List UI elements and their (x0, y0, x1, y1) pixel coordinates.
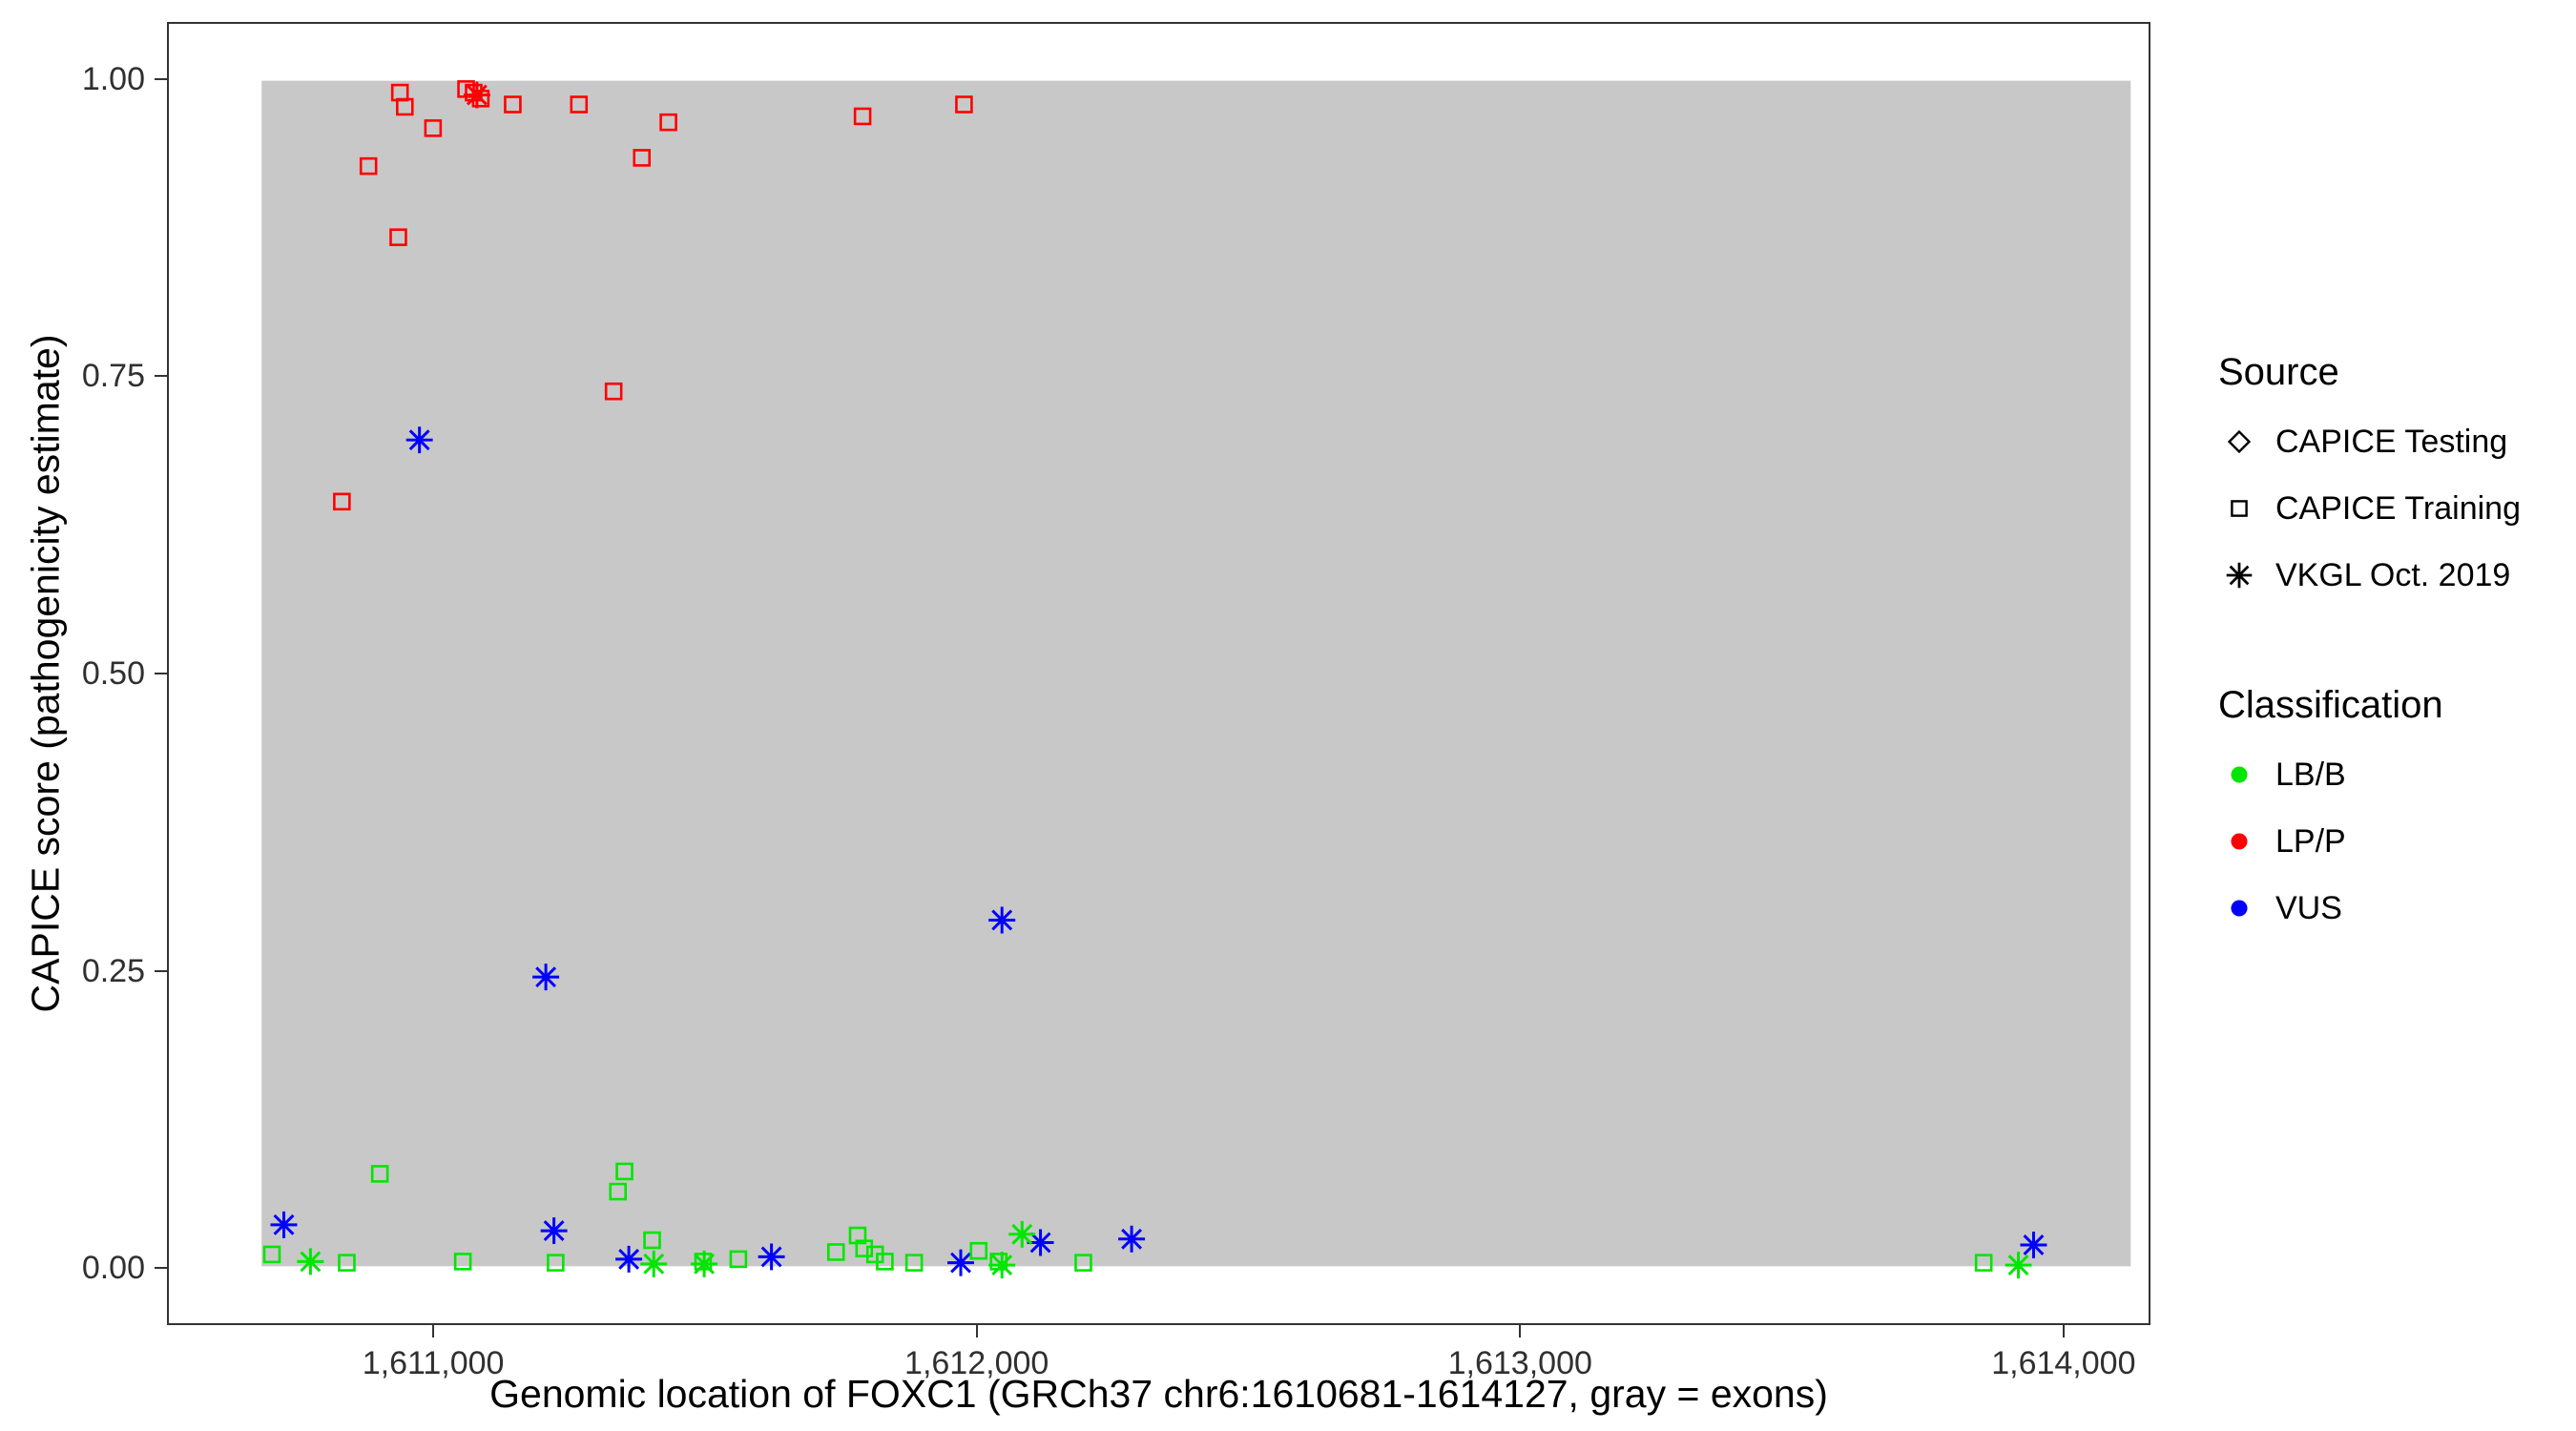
data-point (609, 1182, 627, 1201)
data-point (604, 382, 623, 401)
data-point (904, 1254, 924, 1272)
y-tick-mark (155, 375, 167, 378)
data-point (297, 1248, 324, 1275)
legend: Source CAPICE Testing CAPICE Training VK… (2218, 351, 2562, 1017)
data-point (615, 1162, 634, 1181)
data-point (855, 1239, 874, 1257)
data-point (643, 1231, 661, 1250)
data-point (955, 95, 973, 114)
y-tick-mark (155, 673, 167, 674)
square-icon (2218, 487, 2260, 529)
legend-item-label: CAPICE Testing (2275, 424, 2508, 460)
data-point (405, 426, 433, 454)
x-tick-label: 1,612,000 (904, 1345, 1049, 1381)
data-point (633, 149, 652, 167)
data-point (2005, 1252, 2032, 1279)
legend-item-vus: VUS (2218, 887, 2562, 929)
data-point (270, 1211, 298, 1238)
x-tick-label: 1,614,000 (1991, 1345, 2136, 1381)
data-point (540, 1217, 568, 1245)
data-point (424, 119, 443, 137)
legend-item-capice-testing: CAPICE Testing (2218, 421, 2562, 463)
data-point (988, 906, 1016, 934)
red-dot-icon (2218, 820, 2260, 862)
data-point (396, 97, 414, 116)
data-point (1974, 1254, 1993, 1272)
data-point (453, 1253, 472, 1271)
y-tick-mark (155, 1267, 167, 1270)
data-point (532, 964, 560, 991)
data-point (969, 1241, 988, 1260)
exon-region (261, 80, 2131, 1267)
scatter-plot-canvas (261, 80, 2131, 1279)
data-point (988, 1252, 1016, 1279)
y-tick-label: 0.75 (81, 358, 145, 395)
legend-item-label: LP/P (2275, 823, 2346, 860)
data-point (1008, 1220, 1036, 1248)
data-point (2020, 1232, 2047, 1258)
legend-item-capice-training: CAPICE Training (2218, 487, 2562, 529)
data-point (1074, 1254, 1092, 1272)
data-point (359, 156, 378, 176)
y-tick-label: 0.00 (81, 1250, 145, 1287)
legend-item-lbb: LB/B (2218, 754, 2562, 796)
data-point (504, 95, 522, 114)
data-point (615, 1245, 643, 1273)
legend-source-title: Source (2218, 351, 2339, 393)
data-point (338, 1254, 356, 1272)
legend-classification-group: Classification LB/B LP/P VUS (2218, 684, 2562, 929)
data-point (389, 228, 407, 246)
asterisk-icon (2218, 554, 2260, 596)
green-dot-icon (2218, 754, 2260, 796)
x-tick-mark (2062, 1325, 2065, 1338)
x-axis-title: Genomic location of FOXC1 (GRCh37 chr6:1… (489, 1372, 1828, 1416)
data-point (729, 1250, 748, 1269)
y-tick-label: 0.50 (81, 655, 145, 692)
legend-item-lpp: LP/P (2218, 820, 2562, 862)
legend-item-label: LB/B (2275, 757, 2346, 793)
y-axis-title: CAPICE score (pathogenicity estimate) (23, 334, 68, 1013)
legend-classification-title: Classification (2218, 684, 2443, 726)
y-tick-mark (155, 77, 167, 80)
x-tick-label: 1,611,000 (362, 1345, 505, 1381)
x-tick-mark (975, 1325, 978, 1338)
blue-dot-icon (2218, 887, 2260, 929)
data-point (262, 1245, 281, 1264)
x-tick-label: 1,613,000 (1447, 1345, 1592, 1381)
data-point (853, 107, 872, 126)
data-point (640, 1250, 668, 1277)
data-point (659, 113, 677, 132)
y-tick-label: 0.25 (81, 952, 145, 989)
data-point (947, 1249, 974, 1276)
x-tick-mark (1519, 1325, 1522, 1338)
legend-item-label: CAPICE Training (2275, 490, 2521, 527)
data-point (1118, 1225, 1146, 1253)
legend-item-label: VKGL Oct. 2019 (2275, 557, 2511, 593)
legend-item-vkgl: VKGL Oct. 2019 (2218, 554, 2562, 596)
y-tick-label: 1.00 (81, 60, 145, 97)
data-point (691, 1250, 718, 1277)
data-point (758, 1243, 785, 1271)
data-point (826, 1243, 845, 1261)
legend-item-label: VUS (2275, 890, 2342, 926)
data-point (876, 1253, 894, 1271)
data-point (370, 1165, 389, 1183)
legend-source-group: Source CAPICE Testing CAPICE Training VK… (2218, 351, 2562, 596)
plot-panel (167, 22, 2150, 1325)
data-point (1027, 1229, 1054, 1256)
diamond-icon (2218, 421, 2260, 463)
data-point (463, 81, 490, 109)
data-point (547, 1254, 565, 1272)
data-point (570, 95, 589, 114)
y-tick-mark (155, 969, 167, 972)
data-point (333, 492, 351, 511)
x-tick-mark (432, 1325, 435, 1338)
